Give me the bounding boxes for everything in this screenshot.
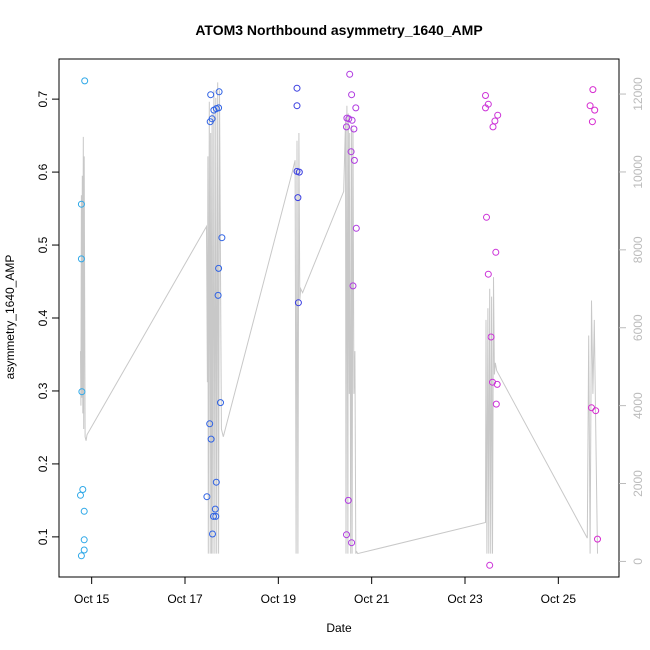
y-tick-label: 0.2 xyxy=(36,455,50,472)
data-point xyxy=(209,530,216,538)
data-point xyxy=(80,507,88,515)
data-point xyxy=(212,512,220,520)
data-point xyxy=(482,92,489,99)
chart-title: ATOM3 Northbound asymmetry_1640_AMP xyxy=(195,22,482,38)
data-point xyxy=(492,400,500,408)
line-layer xyxy=(80,82,598,555)
y-tick-label: 0.5 xyxy=(36,236,50,253)
data-point xyxy=(77,552,85,560)
y2-tick-label: 12000 xyxy=(631,77,645,111)
data-point xyxy=(80,546,88,554)
data-point xyxy=(294,299,302,307)
y2-tick-label: 8000 xyxy=(631,236,645,263)
data-point xyxy=(493,380,501,388)
data-point xyxy=(349,282,357,290)
data-point xyxy=(350,156,358,164)
y2-tick-label: 2000 xyxy=(631,470,645,497)
data-point xyxy=(77,200,85,208)
y-tick-label: 0.7 xyxy=(36,90,50,107)
data-point xyxy=(348,91,356,99)
data-point xyxy=(591,106,599,114)
data-point xyxy=(492,248,500,256)
data-point xyxy=(348,116,356,124)
data-point xyxy=(81,77,89,85)
y2-tick-label: 6000 xyxy=(631,314,645,341)
x-axis: Oct 15 Oct 17 Oct 19 Oct 21 Oct 23 Oct 25 xyxy=(74,577,576,606)
data-point xyxy=(594,535,601,543)
data-point xyxy=(483,213,490,221)
data-point xyxy=(210,512,217,520)
data-point xyxy=(295,168,303,176)
data-point xyxy=(293,84,301,92)
data-point xyxy=(207,91,215,99)
data-point xyxy=(206,420,214,428)
data-point xyxy=(348,539,356,547)
y-tick-label: 0.3 xyxy=(36,382,50,399)
data-point xyxy=(482,104,489,112)
x-tick-label: Oct 19 xyxy=(261,592,297,606)
data-point xyxy=(203,493,211,501)
data-point xyxy=(486,561,494,569)
data-point xyxy=(344,496,352,504)
data-point xyxy=(208,115,216,123)
data-point xyxy=(491,117,499,125)
data-point xyxy=(215,264,223,272)
x-tick-label: Oct 23 xyxy=(447,592,483,606)
data-point xyxy=(217,399,224,407)
data-point xyxy=(79,486,87,493)
y2-axis: 0 2000 4000 6000 8000 10000 12000 xyxy=(619,77,645,565)
data-point xyxy=(484,270,492,278)
data-point xyxy=(352,104,360,112)
x-tick-label: Oct 17 xyxy=(167,592,203,606)
data-point xyxy=(215,88,223,96)
x-tick-label: Oct 21 xyxy=(354,592,390,606)
data-point xyxy=(343,123,350,131)
y2-tick-label: 0 xyxy=(631,558,645,565)
x-tick-label: Oct 15 xyxy=(74,592,110,606)
data-point xyxy=(218,234,226,242)
x-axis-label: Date xyxy=(326,621,352,635)
points-layer xyxy=(77,70,601,569)
data-point xyxy=(80,536,88,544)
data-point xyxy=(345,115,353,123)
data-point xyxy=(586,102,594,110)
data-point xyxy=(78,388,86,396)
data-point xyxy=(347,148,355,156)
data-point xyxy=(77,491,84,499)
data-point xyxy=(588,118,596,126)
y2-tick-label: 10000 xyxy=(631,155,645,189)
data-point xyxy=(589,86,597,94)
y-tick-label: 0.1 xyxy=(36,528,50,545)
y-axis: 0.1 0.2 0.3 0.4 0.5 0.6 0.7 xyxy=(36,90,59,545)
x-tick-label: Oct 25 xyxy=(541,592,577,606)
data-point xyxy=(350,125,358,133)
y-tick-label: 0.4 xyxy=(36,309,50,326)
y-tick-label: 0.6 xyxy=(36,163,50,180)
data-point xyxy=(352,224,360,232)
data-point xyxy=(215,104,223,112)
data-point xyxy=(77,255,85,263)
y2-tick-label: 4000 xyxy=(631,392,645,419)
data-point xyxy=(212,478,220,486)
data-point xyxy=(346,70,354,78)
count-series-line xyxy=(80,82,598,555)
data-point xyxy=(494,111,502,119)
data-point xyxy=(343,531,350,539)
data-point xyxy=(214,291,222,299)
data-point xyxy=(294,194,302,202)
data-point xyxy=(592,407,600,415)
data-point xyxy=(293,102,301,110)
data-point xyxy=(489,123,497,131)
data-point xyxy=(211,505,219,513)
y-axis-label: asymmetry_1640_AMP xyxy=(3,255,17,380)
plot-frame xyxy=(58,58,620,578)
data-point xyxy=(487,333,495,341)
data-point xyxy=(207,435,215,443)
